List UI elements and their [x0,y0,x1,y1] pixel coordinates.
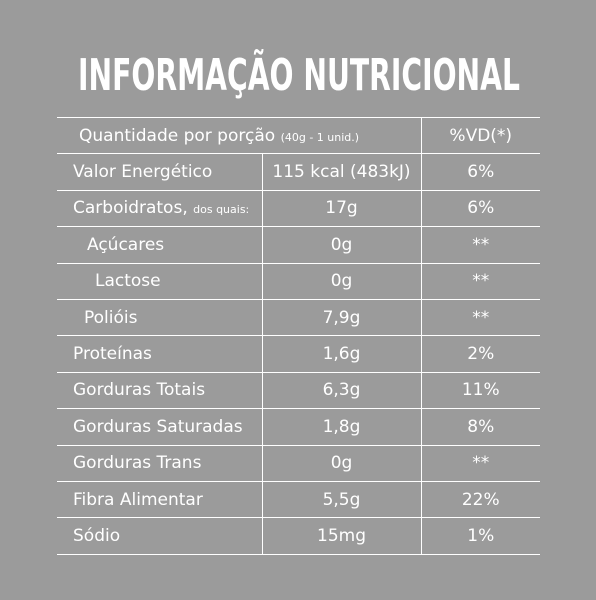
serving-text: Quantidade por porção [79,125,276,146]
daily-value: 8% [420,408,540,446]
nutrient-cell: Fibra Alimentar [57,480,262,519]
nutrient-cell: Proteínas [57,335,262,373]
nutrition-table: Quantidade por porção (40g - 1 unid.) %V… [57,116,540,555]
nutrient-label: Gorduras Totais [73,380,206,401]
amount: 15mg [261,517,421,555]
nutrient-label: Polióis [84,307,138,328]
daily-value: 2% [420,335,540,373]
row: Gorduras Saturadas 1,8g 8% [57,408,540,446]
nutrient-label: Sódio [73,525,121,546]
row: Proteínas 1,6g 2% [57,335,540,373]
nutrient-cell: Sódio [57,517,262,555]
nutrient-cell: Valor Energético [57,153,262,191]
title-area: INFORMAÇÃO NUTRICIONAL [78,48,520,101]
amount: 5,5g [261,480,421,519]
row: Gorduras Totais 6,3g 11% [57,371,540,410]
table-body: Valor Energético 115 kcal (483kJ) 6% Carboi… [57,153,540,555]
amount: 7,9g [261,298,421,337]
nutrient-cell: Gorduras Totais [57,371,262,410]
nutrient-label: Valor Energético [73,162,213,183]
title: INFORMAÇÃO NUTRICIONAL [78,48,520,101]
daily-value: ** [420,262,540,300]
daily-value: ** [420,444,540,482]
amount: 6,3g [261,371,421,410]
row: Sódio 15mg 1% [57,517,540,555]
daily-value: ** [420,298,540,337]
nutrient-label: Açúcares [87,234,165,255]
daily-value: 1% [420,517,540,555]
amount: 115 kcal (483kJ) [261,153,421,191]
amount: 17g [261,189,421,228]
serving-header: Quantidade por porção (40g - 1 unid.) [57,116,421,155]
nutrient-label: Fibra Alimentar [73,489,203,510]
nutrient-label: Carboidratos, [73,198,188,219]
nutrient-cell: Lactose [57,262,262,300]
nutrient-label: Lactose [95,271,161,292]
table-head: Quantidade por porção (40g - 1 unid.) %V… [57,116,540,155]
amount: 1,8g [261,408,421,446]
row: Valor Energético 115 kcal (483kJ) 6% [57,153,540,191]
amount: 0g [261,444,421,482]
amount: 0g [261,226,421,264]
daily-value: ** [420,226,540,264]
vd-header: %VD(*) [420,116,540,155]
nutrient-cell: Gorduras Trans [57,444,262,482]
daily-value: 6% [420,153,540,191]
daily-value: 22% [420,480,540,519]
daily-value: 11% [420,371,540,410]
row: Açúcares 0g ** [57,226,540,264]
nutrient-label: Proteínas [73,344,152,365]
nutrient-label: Gorduras Trans [73,453,202,474]
serving-note: (40g - 1 unid.) [280,130,360,144]
row: Lactose 0g ** [57,262,540,300]
row: Polióis 7,9g ** [57,298,540,337]
row: Gorduras Trans 0g ** [57,444,540,482]
nutrient-note: dos quais: [193,203,250,217]
amount: 1,6g [261,335,421,373]
nutrient-label: Gorduras Saturadas [73,416,243,437]
daily-value: 6% [420,189,540,228]
amount: 0g [261,262,421,300]
nutrient-cell: Carboidratos, dos quais: [57,189,262,228]
nutrient-cell: Açúcares [57,226,262,264]
nutrient-cell: Polióis [57,298,262,337]
nutrient-cell: Gorduras Saturadas [57,408,262,446]
row: Fibra Alimentar 5,5g 22% [57,480,540,519]
row: Carboidratos, dos quais: 17g 6% [57,189,540,228]
